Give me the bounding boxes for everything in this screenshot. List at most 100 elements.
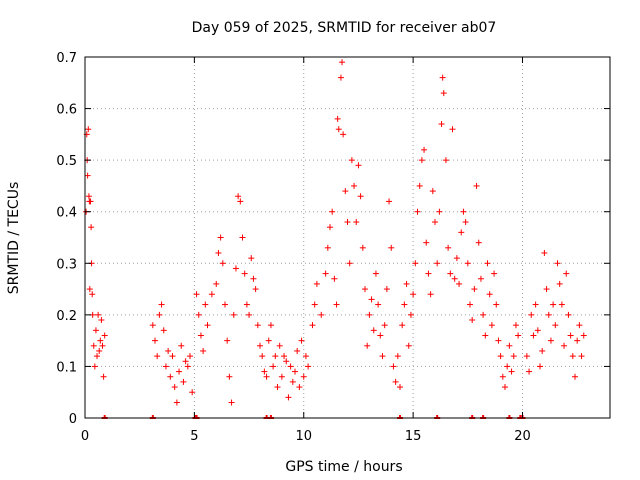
data-point: [530, 332, 537, 339]
data-point: [353, 219, 360, 226]
data-point: [381, 322, 388, 329]
data-point: [152, 337, 158, 344]
data-point: [246, 311, 253, 318]
data-point: [425, 270, 432, 277]
data-point: [364, 342, 371, 349]
data-point: [359, 244, 366, 251]
data-point: [248, 255, 255, 262]
data-point: [263, 373, 270, 380]
data-point: [561, 342, 568, 349]
data-point: [285, 394, 292, 401]
data-point: [208, 291, 215, 298]
data-point: [362, 286, 368, 293]
data-point: [547, 337, 554, 344]
data-point: [550, 301, 557, 308]
data-point: [292, 368, 298, 375]
data-point: [477, 275, 484, 282]
data-point: [567, 332, 574, 339]
grid-lines: [85, 57, 610, 418]
data-point: [176, 368, 183, 375]
data-point: [436, 208, 443, 215]
data-point: [534, 327, 541, 334]
data-point: [217, 234, 224, 241]
data-point: [418, 157, 425, 164]
data-point: [355, 162, 362, 169]
data-point: [480, 311, 487, 318]
data-point: [173, 399, 180, 406]
data-point: [97, 337, 104, 344]
data-point: [488, 322, 495, 329]
data-point: [318, 311, 325, 318]
data-point: [171, 384, 178, 391]
data-point: [442, 157, 449, 164]
y-tick-label: 0.3: [56, 257, 77, 272]
data-point: [333, 301, 340, 308]
data-point: [370, 327, 377, 334]
data-point: [412, 260, 419, 267]
data-point: [86, 286, 93, 293]
data-point: [184, 363, 191, 370]
data-point: [329, 208, 336, 215]
data-point: [563, 270, 570, 277]
data-point: [337, 74, 344, 81]
data-point: [149, 322, 156, 329]
data-point: [458, 229, 465, 236]
data-point: [467, 301, 473, 308]
data-point: [160, 327, 167, 334]
x-tick-label: 20: [514, 429, 531, 444]
data-point: [302, 353, 309, 360]
data-point: [84, 172, 91, 179]
data-point: [94, 353, 101, 360]
data-point: [348, 157, 355, 164]
data-point: [397, 384, 403, 391]
data-point: [331, 275, 338, 282]
data-point: [440, 90, 447, 97]
data-point: [499, 373, 506, 380]
data-point: [95, 311, 102, 318]
data-point: [237, 198, 244, 205]
data-point: [167, 373, 174, 380]
x-tick-label: 10: [295, 429, 312, 444]
data-point: [241, 270, 248, 277]
axis-ticks: 0 0.1 0.2 0.3 0.4 0.5 0.6 0.7 0 5 10 15 20: [56, 51, 610, 444]
data-point: [456, 280, 463, 287]
data-point: [283, 358, 290, 365]
data-point: [510, 353, 517, 360]
data-point: [324, 244, 331, 251]
data-point: [311, 301, 318, 308]
data-point: [344, 219, 351, 226]
data-point: [471, 286, 478, 293]
x-axis-label: GPS time / hours: [285, 459, 402, 475]
data-point: [351, 182, 358, 189]
data-point: [453, 255, 460, 262]
data-point: [100, 373, 107, 380]
data-point: [222, 301, 228, 308]
data-point: [429, 188, 436, 195]
data-point: [460, 208, 467, 215]
data-point: [259, 353, 266, 360]
data-point: [87, 198, 94, 205]
data-point: [414, 208, 421, 215]
data-point: [464, 260, 471, 267]
data-point: [528, 311, 535, 318]
data-point: [515, 332, 522, 339]
data-point: [491, 270, 498, 277]
data-point: [300, 373, 307, 380]
data-point: [438, 121, 445, 128]
data-point: [554, 260, 561, 267]
data-point: [178, 342, 185, 349]
data-point: [556, 280, 563, 287]
data-point: [239, 234, 246, 241]
data-point: [162, 363, 169, 370]
data-point: [281, 353, 288, 360]
data-point: [526, 368, 533, 375]
data-point: [346, 260, 353, 267]
x-tick-label: 15: [405, 429, 422, 444]
data-point: [169, 353, 176, 360]
data-point: [219, 260, 226, 267]
data-point: [357, 193, 364, 200]
data-point: [543, 286, 550, 293]
y-tick-label: 0.7: [56, 51, 77, 66]
data-point: [272, 353, 279, 360]
